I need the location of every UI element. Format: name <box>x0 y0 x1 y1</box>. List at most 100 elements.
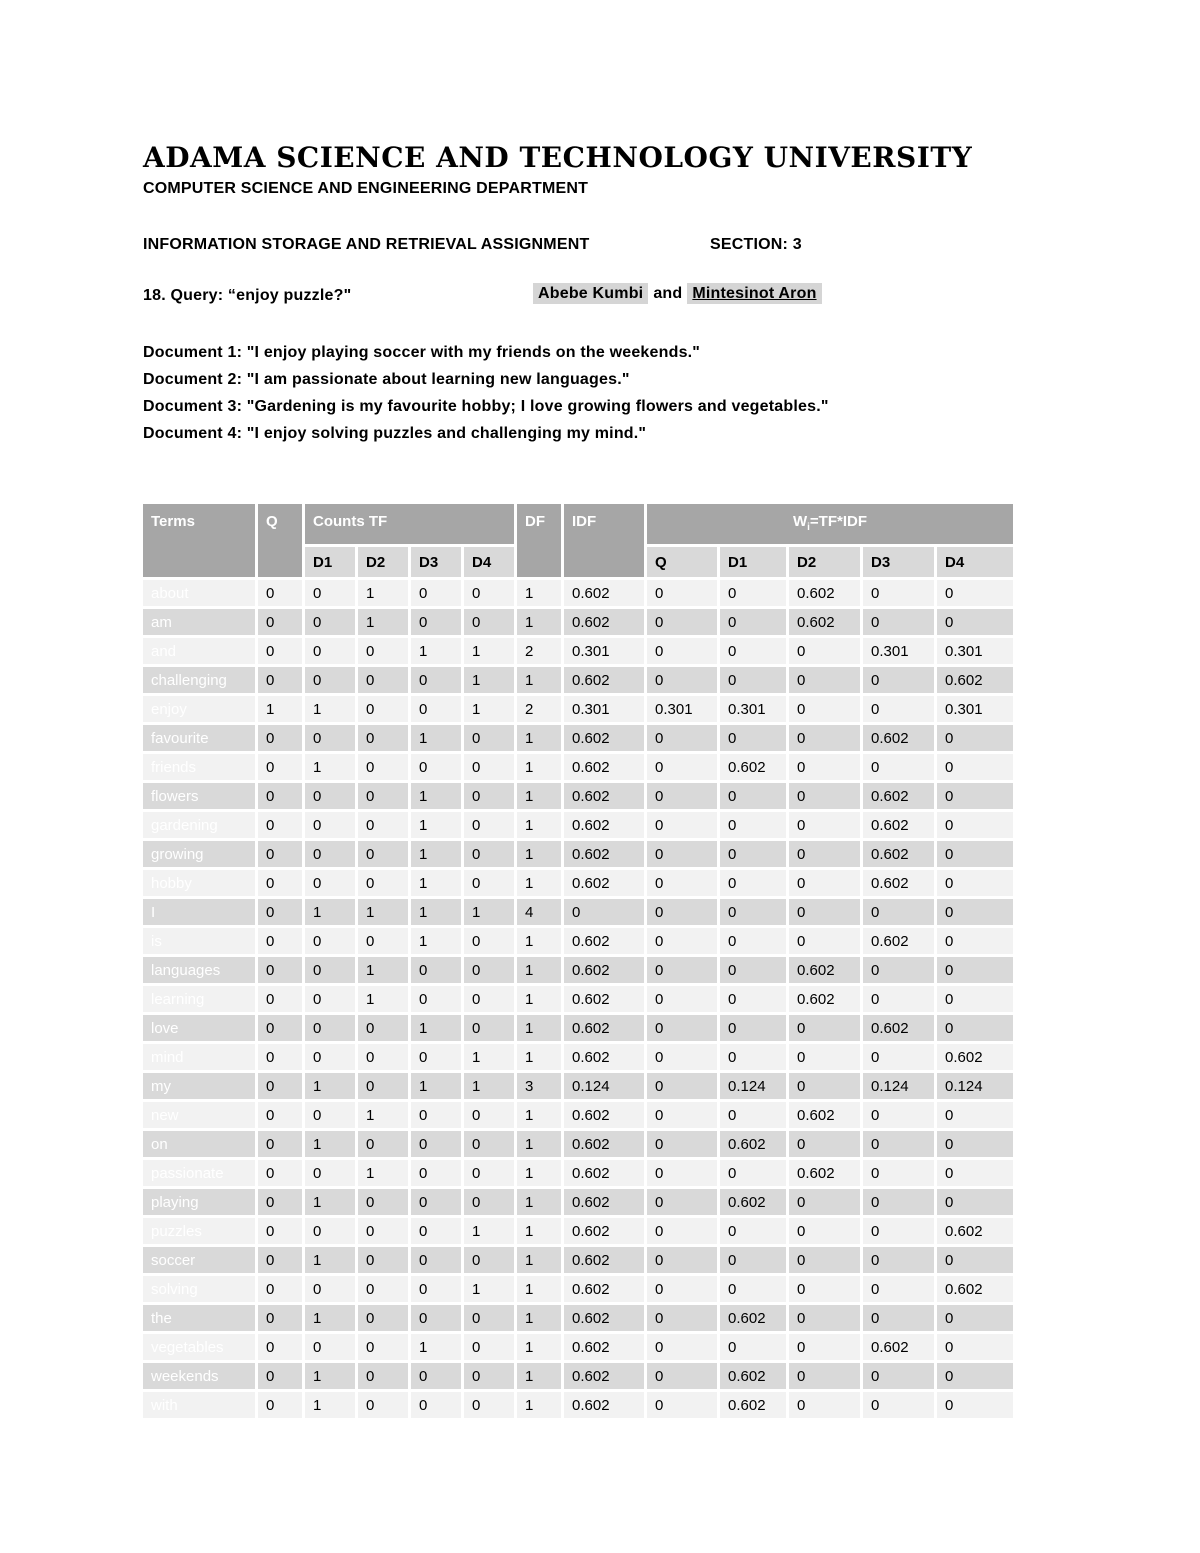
cell-df: 1 <box>517 667 561 693</box>
cell-wd4: 0 <box>937 754 1013 780</box>
cell-wd3: 0 <box>863 1160 934 1186</box>
cell-wd2: 0.602 <box>789 1160 860 1186</box>
cell-wd3: 0 <box>863 1102 934 1128</box>
cell-d1: 0 <box>305 812 355 838</box>
table-head: Terms Q Counts TF DF IDF Wi=TF*IDF D1 D2… <box>143 504 1013 577</box>
cell-d1: 0 <box>305 1160 355 1186</box>
cell-d1: 0 <box>305 725 355 751</box>
cell-d1: 0 <box>305 986 355 1012</box>
cell-wd4: 0 <box>937 812 1013 838</box>
cell-wd4: 0 <box>937 899 1013 925</box>
cell-wd2: 0 <box>789 754 860 780</box>
cell-d3: 1 <box>411 783 461 809</box>
assignment-line: INFORMATION STORAGE AND RETRIEVAL ASSIGN… <box>143 236 1200 256</box>
cell-idf: 0.602 <box>564 1189 644 1215</box>
cell-wd3: 0 <box>863 1044 934 1070</box>
cell-wq: 0 <box>647 1218 717 1244</box>
cell-wd1: 0 <box>720 986 786 1012</box>
cell-d1: 0 <box>305 783 355 809</box>
cell-wd4: 0 <box>937 841 1013 867</box>
subcol-w-q: Q <box>647 547 717 577</box>
cell-wd1: 0 <box>720 812 786 838</box>
cell-d1: 1 <box>305 696 355 722</box>
table-row: is 0 0 0 1 0 1 0.602 0 0 0 0.602 0 <box>143 928 1013 954</box>
cell-wd4: 0 <box>937 609 1013 635</box>
cell-wd4: 0 <box>937 1334 1013 1360</box>
cell-d2: 0 <box>358 1276 408 1302</box>
cell-d4: 0 <box>464 725 514 751</box>
cell-d3: 1 <box>411 812 461 838</box>
cell-wd1: 0 <box>720 1160 786 1186</box>
cell-wd2: 0.602 <box>789 957 860 983</box>
cell-d4: 1 <box>464 638 514 664</box>
cell-d4: 0 <box>464 957 514 983</box>
cell-wd3: 0.124 <box>863 1073 934 1099</box>
subcol-counts-d1: D1 <box>305 547 355 577</box>
cell-wd2: 0 <box>789 1276 860 1302</box>
cell-d4: 0 <box>464 986 514 1012</box>
term-cell: solving <box>143 1276 255 1302</box>
cell-d3: 1 <box>411 725 461 751</box>
cell-d1: 0 <box>305 870 355 896</box>
cell-idf: 0.602 <box>564 1392 644 1418</box>
cell-d4: 0 <box>464 870 514 896</box>
cell-df: 1 <box>517 1305 561 1331</box>
table-row: new 0 0 1 0 0 1 0.602 0 0 0.602 0 0 <box>143 1102 1013 1128</box>
cell-idf: 0.602 <box>564 957 644 983</box>
cell-q: 0 <box>258 1044 302 1070</box>
cell-idf: 0.124 <box>564 1073 644 1099</box>
table-row: hobby 0 0 0 1 0 1 0.602 0 0 0 0.602 0 <box>143 870 1013 896</box>
cell-wq: 0 <box>647 1044 717 1070</box>
cell-d4: 1 <box>464 1276 514 1302</box>
cell-df: 1 <box>517 1160 561 1186</box>
cell-d3: 1 <box>411 841 461 867</box>
cell-d1: 0 <box>305 1044 355 1070</box>
cell-wd1: 0 <box>720 783 786 809</box>
table-row: languages 0 0 1 0 0 1 0.602 0 0 0.602 0 0 <box>143 957 1013 983</box>
cell-wd1: 0 <box>720 928 786 954</box>
cell-df: 1 <box>517 1334 561 1360</box>
cell-q: 0 <box>258 1073 302 1099</box>
cell-df: 3 <box>517 1073 561 1099</box>
cell-d1: 0 <box>305 580 355 606</box>
cell-d2: 1 <box>358 986 408 1012</box>
cell-d1: 1 <box>305 1363 355 1389</box>
table-header-row-main: Terms Q Counts TF DF IDF Wi=TF*IDF <box>143 504 1013 577</box>
cell-wd3: 0 <box>863 899 934 925</box>
cell-wd3: 0 <box>863 696 934 722</box>
table-row: and 0 0 0 1 1 2 0.301 0 0 0 0.301 0.301 <box>143 638 1013 664</box>
cell-wd3: 0.602 <box>863 783 934 809</box>
subcol-w-d2: D2 <box>789 547 860 577</box>
cell-wq: 0 <box>647 1247 717 1273</box>
cell-df: 1 <box>517 580 561 606</box>
cell-q: 0 <box>258 1276 302 1302</box>
cell-idf: 0.602 <box>564 1218 644 1244</box>
cell-d1: 1 <box>305 1073 355 1099</box>
table-row: gardening 0 0 0 1 0 1 0.602 0 0 0 0.602 0 <box>143 812 1013 838</box>
col-header-counts-tf: Counts TF <box>305 504 514 544</box>
cell-d2: 0 <box>358 928 408 954</box>
cell-wd2: 0 <box>789 1044 860 1070</box>
cell-q: 0 <box>258 609 302 635</box>
cell-d2: 1 <box>358 899 408 925</box>
term-cell: flowers <box>143 783 255 809</box>
cell-wq: 0 <box>647 754 717 780</box>
cell-d4: 0 <box>464 1160 514 1186</box>
cell-d3: 1 <box>411 1015 461 1041</box>
document-list: Document 1: "I enjoy playing soccer with… <box>143 339 1200 447</box>
subcol-counts-d4: D4 <box>464 547 514 577</box>
cell-d2: 0 <box>358 1073 408 1099</box>
term-cell: passionate <box>143 1160 255 1186</box>
cell-wq: 0 <box>647 1015 717 1041</box>
cell-q: 0 <box>258 638 302 664</box>
weight-subscript: i <box>807 522 810 533</box>
cell-q: 0 <box>258 1218 302 1244</box>
subcol-w-d1: D1 <box>720 547 786 577</box>
cell-q: 0 <box>258 1015 302 1041</box>
cell-wd2: 0 <box>789 638 860 664</box>
cell-idf: 0.602 <box>564 812 644 838</box>
cell-d2: 0 <box>358 667 408 693</box>
cell-wd3: 0.602 <box>863 1015 934 1041</box>
cell-wd3: 0 <box>863 1247 934 1273</box>
cell-d3: 0 <box>411 667 461 693</box>
